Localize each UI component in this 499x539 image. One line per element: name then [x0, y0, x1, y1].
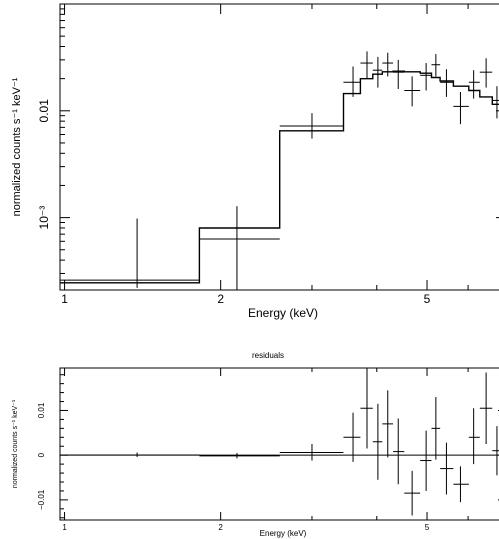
residuals-data-point — [420, 430, 432, 491]
residuals-title: residuals — [252, 351, 284, 360]
residuals-data-point — [468, 408, 480, 465]
spectrum-panel: 1 2 5 10⁻³ 0.01 Energy (keV) normalized cou… — [11, 3, 499, 320]
spectrum-x-tick-labels: 1 2 5 — [61, 292, 430, 306]
residuals-data-point — [360, 368, 373, 449]
spectrum-data-point — [279, 113, 344, 139]
residuals-data-point — [60, 452, 200, 457]
residuals-x-tick-labels: 1 2 5 — [62, 523, 429, 532]
residuals-x-tick-label: 5 — [425, 523, 430, 532]
residuals-x-tick-label: 1 — [62, 523, 67, 532]
spectrum-model — [60, 70, 499, 284]
residuals-data-point — [382, 390, 394, 458]
spectrum-data-point — [468, 70, 480, 99]
spectrum-x-tick-label: 1 — [61, 292, 68, 306]
residuals-data-point — [453, 466, 469, 503]
residuals-data-point — [479, 372, 493, 444]
residuals-panel: residuals 1 2 5 0.01 0 −0.01 Energy (keV) no… — [12, 351, 499, 538]
residuals-data-point — [279, 444, 344, 461]
spectrum-x-axis-label: Energy (keV) — [248, 306, 318, 320]
spectrum-data-points — [60, 51, 499, 290]
spectrum-y-tick-label: 0.01 — [37, 99, 51, 123]
spectrum-plot-frame — [59, 3, 499, 291]
residuals-data-points — [60, 368, 499, 516]
residuals-x-tick-label: 2 — [218, 523, 223, 532]
residuals-data-point — [372, 403, 383, 480]
spectrum-ticks — [60, 4, 499, 290]
spectrum-data-point — [60, 218, 200, 288]
residuals-plot-frame — [59, 367, 499, 521]
residuals-x-axis-label: Energy (keV) — [260, 529, 307, 538]
spectrum-y-axis-label: normalized counts s⁻¹ keV⁻¹ — [11, 77, 23, 216]
spectrum-data-point — [360, 51, 373, 79]
spectrum-data-point — [453, 91, 469, 125]
residuals-data-point — [199, 452, 280, 459]
residuals-ticks — [60, 368, 499, 520]
spectrum-y-tick-label: 10⁻³ — [37, 206, 51, 230]
residuals-data-point — [343, 412, 361, 462]
residuals-data-point — [404, 470, 421, 516]
residuals-data-point — [393, 418, 405, 485]
spectrum-data-point — [404, 76, 421, 107]
spectrum-x-tick-label: 2 — [217, 292, 224, 306]
spectrum-data-point — [420, 63, 432, 91]
spectrum-x-tick-label: 5 — [424, 292, 431, 306]
residuals-y-tick-label: −0.01 — [37, 489, 46, 510]
residuals-data-point — [440, 442, 454, 495]
spectrum-y-tick-labels: 10⁻³ 0.01 — [37, 99, 51, 230]
residuals-y-axis-label: normalized counts s⁻¹ keV⁻¹ — [12, 399, 19, 488]
spectrum-data-point — [431, 54, 441, 77]
residuals-data-point — [492, 426, 499, 476]
residuals-data-point — [431, 397, 441, 460]
spectrum-data-point — [372, 56, 383, 88]
spectrum-data-point — [382, 52, 394, 77]
spectrum-data-point — [479, 58, 493, 88]
spectrum-data-point — [199, 206, 280, 290]
residuals-y-tick-label: 0 — [37, 452, 46, 457]
spectrum-data-point — [343, 66, 361, 97]
spectrum-data-point — [393, 59, 405, 90]
spectrum-data-point — [492, 86, 499, 119]
spectrum-data-point — [440, 69, 454, 97]
model-step-line — [60, 70, 499, 284]
residuals-y-tick-labels: 0.01 0 −0.01 — [37, 402, 46, 510]
residuals-y-tick-label: 0.01 — [37, 402, 46, 418]
